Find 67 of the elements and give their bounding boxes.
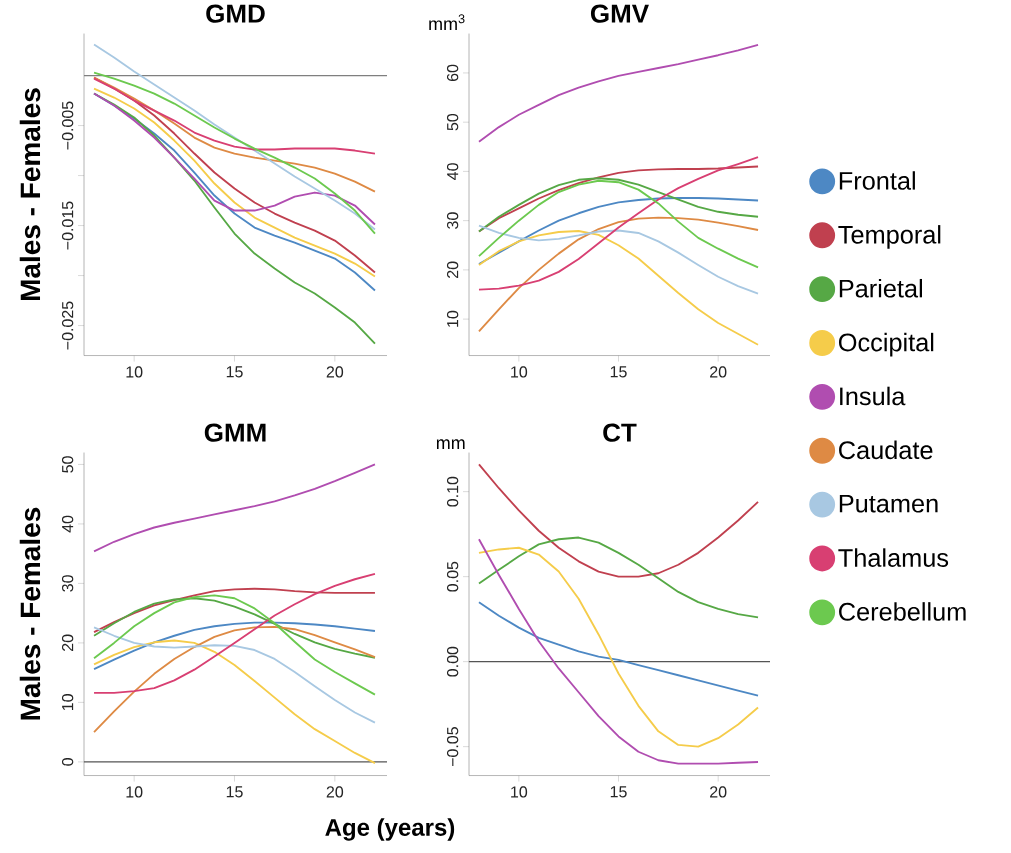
x-tick-label: 20 [710, 366, 727, 378]
legend-label: Occipital [838, 333, 934, 357]
legend-label: Caudate [839, 440, 933, 460]
line-series [93, 92, 376, 226]
x-tick-label: 15 [226, 786, 243, 798]
x-tick-label: 20 [326, 786, 344, 798]
line-series [93, 597, 376, 659]
line-series [478, 216, 759, 333]
line-series [93, 463, 376, 553]
y-tick-label: 60 [446, 64, 459, 82]
y-tick-label: −0.015 [61, 201, 74, 250]
x-tick-label: 10 [511, 786, 528, 798]
line-series [478, 44, 759, 144]
line-series [478, 463, 759, 578]
x-tick-label: 10 [126, 366, 143, 378]
text: mm [436, 439, 465, 450]
y-tick-label: 40 [61, 515, 74, 533]
y-tick-label: 30 [446, 212, 459, 230]
y-tick-label: 0.10 [446, 476, 459, 507]
x-tick-label: 15 [610, 786, 627, 798]
x-tick-label: 15 [610, 366, 627, 378]
line-series [478, 180, 759, 269]
y-tick-label: 0 [61, 758, 74, 766]
x-tick-label: 20 [710, 786, 727, 798]
line-series [93, 71, 376, 235]
y-tick-label: 0.05 [446, 561, 459, 592]
x-axis-title: Age (years) [325, 818, 455, 841]
x-tick-label: 10 [126, 786, 143, 798]
y-tick-label: 30 [61, 575, 74, 592]
legend-label: Cerebellum [839, 602, 966, 621]
y-tick-label: 20 [61, 634, 74, 652]
line-series [478, 224, 759, 295]
line-series [478, 536, 759, 619]
line-series [478, 165, 759, 233]
line-series [93, 573, 376, 695]
legend-label: Thalamus [838, 548, 949, 568]
line-series [478, 197, 759, 266]
line-series [93, 43, 376, 231]
line-series [93, 594, 376, 696]
y-axis-title: Males - Females [19, 508, 41, 720]
y-tick-label: −0.005 [61, 101, 74, 150]
line-series [93, 621, 376, 671]
chart-title: GMM [204, 423, 266, 443]
y-tick-label: 20 [446, 261, 459, 279]
legend-label: Temporal [838, 225, 941, 249]
legend-label: Putamen [839, 495, 938, 513]
x-tick-label: 10 [511, 366, 528, 378]
chart-title: GMD [206, 4, 265, 24]
text: mm$^{3}$ [429, 14, 465, 31]
legend-label: Frontal [839, 171, 915, 191]
chart-title: GMV [590, 4, 649, 24]
line-series [93, 639, 376, 765]
x-tick-label: 20 [326, 366, 344, 378]
line-series [93, 76, 376, 193]
y-axis-title: Males - Females [19, 88, 41, 301]
legend-label: Insula [840, 386, 906, 406]
y-tick-label: 50 [446, 114, 459, 131]
legend-label: Parietal [839, 279, 922, 298]
y-tick-label: 10 [61, 694, 74, 711]
y-tick-label: −0.025 [61, 301, 74, 350]
chart-title: CT [603, 423, 637, 443]
y-tick-label: 0.00 [446, 646, 459, 677]
y-tick-label: 10 [446, 311, 459, 328]
y-tick-label: −0.05 [446, 727, 459, 767]
y-tick-label: 50 [61, 456, 74, 473]
x-tick-label: 15 [226, 366, 243, 378]
y-tick-label: 40 [446, 163, 459, 181]
